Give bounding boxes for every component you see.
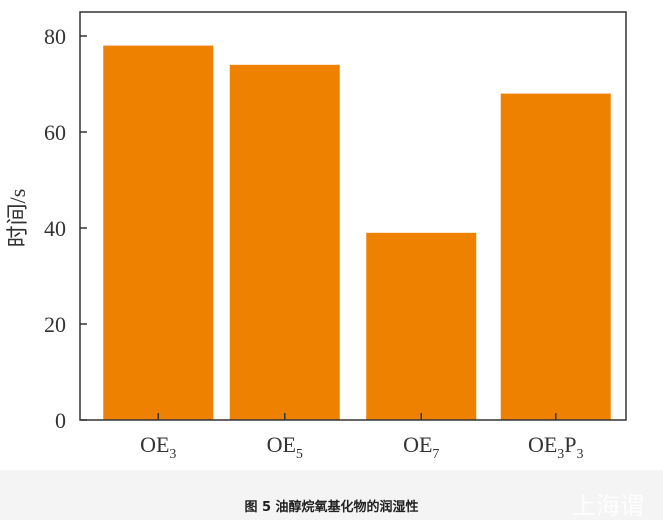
y-tick-label: 80 [44,24,66,49]
y-tick-label: 40 [44,216,66,241]
x-tick-label: OE7 [403,432,439,462]
y-tick-label: 0 [55,408,66,433]
bar-oe7 [366,232,477,420]
y-tick-label: 20 [44,312,66,337]
bar-oe5 [229,64,340,421]
bar-oe3p3 [500,93,611,420]
watermark: 上海谓 [572,492,644,520]
y-tick-label: 60 [44,120,66,145]
bar-chart: 0 20 40 60 80 OE3 OE5 OE7 OE3P3 时间/s [5,11,627,462]
x-tick-label: OE5 [267,432,303,462]
caption-bar [0,470,663,520]
y-axis-label: 时间/s [5,189,30,248]
bar-oe3 [103,45,214,420]
figure-caption: 图 5 油醇烷氧基化物的润湿性 [244,500,419,515]
x-tick-label: OE3P3 [528,432,584,462]
x-tick-label: OE3 [140,432,176,462]
plot-frame [79,11,627,421]
